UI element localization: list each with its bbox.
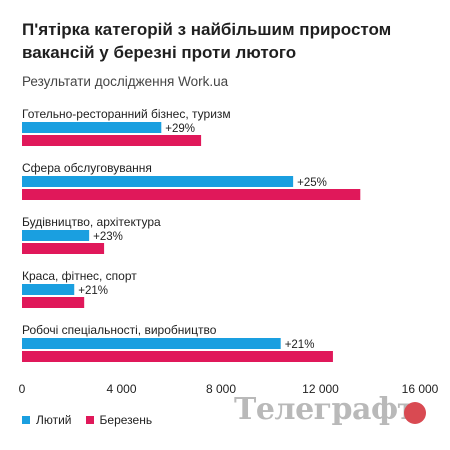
- bar-feb: [22, 338, 281, 349]
- legend-label-mar: Березень: [99, 413, 153, 427]
- legend-swatch-feb: [22, 416, 30, 424]
- data-label: +21%: [78, 285, 108, 297]
- x-tick-label: 8 000: [206, 382, 236, 396]
- category-label: Сфера обслуговування: [22, 161, 152, 175]
- legend-label-feb: Лютий: [36, 413, 72, 427]
- category-label: Робочі спеціальності, виробництво: [22, 323, 217, 337]
- bar-mar: [22, 297, 85, 308]
- bar-mar: [22, 189, 361, 200]
- bar-mar: [22, 135, 202, 146]
- chart-subtitle: Результати дослідження Work.ua: [22, 74, 229, 89]
- bar-mar: [22, 243, 105, 254]
- bar-feb: [22, 122, 162, 133]
- telegraf-logo: Телеграфъ: [234, 392, 421, 427]
- data-label: +29%: [165, 123, 195, 135]
- legend-item-mar: Березень: [85, 413, 153, 427]
- data-label: +25%: [297, 177, 327, 189]
- x-tick-label: 16 000: [402, 382, 439, 396]
- legend-item-feb: Лютий: [22, 413, 72, 427]
- legend-swatch-mar: [85, 416, 94, 424]
- data-label: +21%: [285, 339, 315, 351]
- logo-badge-icon: [404, 402, 426, 424]
- category-label: Краса, фітнес, спорт: [22, 269, 137, 283]
- bar-feb: [22, 230, 90, 241]
- x-tick-label: 0: [19, 382, 26, 396]
- x-tick-label: 4 000: [106, 382, 136, 396]
- bar-mar: [22, 351, 333, 362]
- category-label: Будівництво, архітектура: [22, 215, 161, 229]
- chart-title: П'ятірка категорій з найбільшим приросто…: [22, 20, 392, 62]
- bar-feb: [22, 176, 294, 187]
- x-tick-label: 12 000: [302, 382, 339, 396]
- bar-feb: [22, 284, 75, 295]
- legend: Лютий Березень: [22, 413, 152, 427]
- data-label: +23%: [93, 231, 123, 243]
- category-label: Готельно-ресторанний бізнес, туризм: [22, 107, 231, 121]
